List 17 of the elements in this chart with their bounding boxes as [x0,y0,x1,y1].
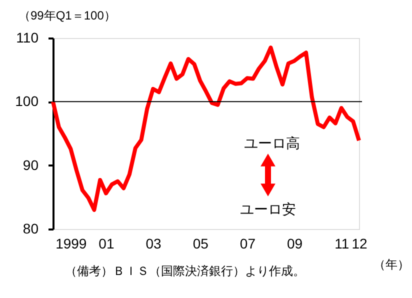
x-tick-label: 01 [98,236,114,252]
annotation: ユーロ高 [244,135,300,151]
y-tick-label: 90 [22,156,39,173]
y-axis-title: （99年Q1＝100） [18,8,116,22]
x-tick-label: 03 [146,236,162,252]
annotation: ユーロ安 [240,201,296,217]
x-tick-label: 07 [240,236,256,252]
x-tick-label: 05 [192,236,209,252]
y-tick-label: 80 [22,220,39,236]
x-tick-label: 1999 [56,236,87,252]
y-tick-label: 100 [15,93,39,110]
text: （備考）ＢＩＳ（国際決済銀行）より作成。 [65,264,305,278]
x-tick-label: 11 [334,236,350,252]
x-tick-label: 09 [286,236,303,252]
x-tick-label: 12 [352,236,368,252]
x-axis-title: （年） [374,258,410,272]
y-tick-label: 110 [16,30,39,46]
